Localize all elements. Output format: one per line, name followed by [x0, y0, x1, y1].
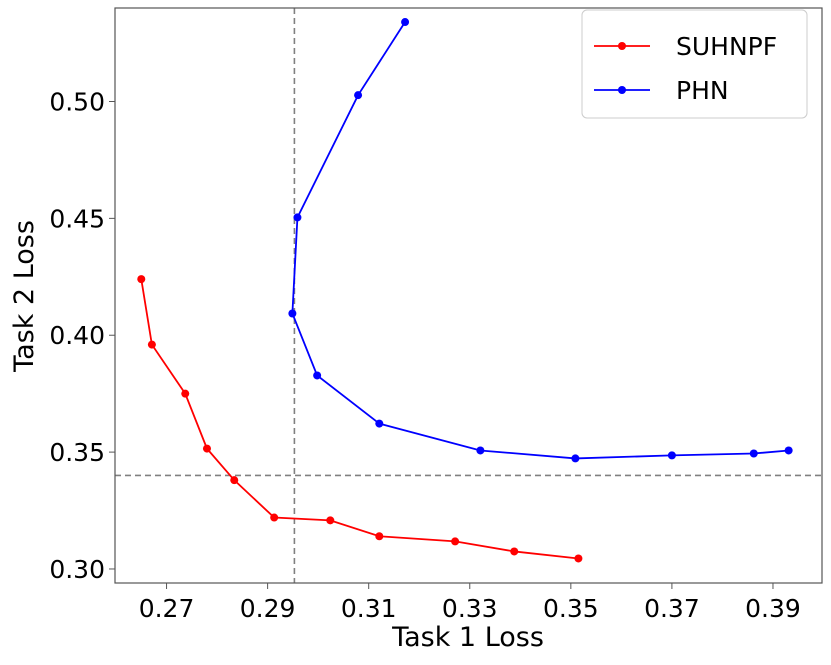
suhnpf-point	[574, 554, 583, 563]
reference-lines	[115, 8, 822, 583]
phn-point	[288, 309, 297, 318]
suhnpf-point	[326, 516, 335, 525]
phn-point	[313, 371, 322, 380]
series-group	[137, 18, 793, 563]
suhnpf-line	[140, 278, 579, 560]
phn-point	[293, 213, 302, 222]
suhnpf-point	[510, 547, 519, 556]
x-tick-label: 0.29	[240, 594, 296, 623]
phn-point	[375, 419, 384, 428]
phn-legend-label: PHN	[676, 76, 729, 105]
suhnpf-point	[137, 275, 146, 284]
suhnpf-point	[181, 389, 190, 398]
suhnpf-point	[451, 537, 460, 546]
y-tick-label: 0.35	[49, 438, 105, 467]
x-tick-label: 0.35	[543, 594, 599, 623]
x-tick-label: 0.33	[442, 594, 498, 623]
suhnpf-point	[230, 476, 239, 485]
y-tick-label: 0.30	[49, 555, 105, 584]
legend: SUHNPF PHN	[581, 9, 808, 119]
phn-point	[784, 446, 793, 455]
x-tick-label: 0.27	[139, 594, 195, 623]
x-tick-label: 0.37	[644, 594, 700, 623]
y-tick-label: 0.50	[49, 87, 105, 116]
x-tick-label: 0.31	[341, 594, 397, 623]
phn-point	[749, 449, 758, 458]
phn-point	[354, 91, 363, 100]
y-tick-label: 0.45	[49, 204, 105, 233]
y-tick-label: 0.40	[49, 321, 105, 350]
phn-point	[401, 18, 410, 27]
phn-legend-marker	[618, 86, 626, 94]
suhnpf-point	[375, 532, 384, 541]
plot-frame	[114, 7, 823, 584]
suhnpf-point	[147, 340, 156, 349]
y-axis-label: Task 2 Loss	[9, 220, 40, 373]
suhnpf-point	[202, 444, 211, 453]
suhnpf-point	[270, 513, 279, 522]
legend-box	[581, 9, 808, 119]
suhnpf-legend-label: SUHNPF	[676, 32, 777, 61]
y-axis: 0.30 0.35 0.40 0.45 0.50	[49, 87, 115, 584]
phn-point	[476, 446, 485, 455]
phn-point	[571, 454, 580, 463]
x-axis-label: Task 1 Loss	[391, 622, 544, 653]
phn-point	[667, 451, 676, 460]
x-axis: 0.27 0.29 0.31 0.33 0.35 0.37 0.39	[139, 583, 801, 623]
x-tick-label: 0.39	[745, 594, 801, 623]
suhnpf-legend-marker	[618, 42, 626, 50]
